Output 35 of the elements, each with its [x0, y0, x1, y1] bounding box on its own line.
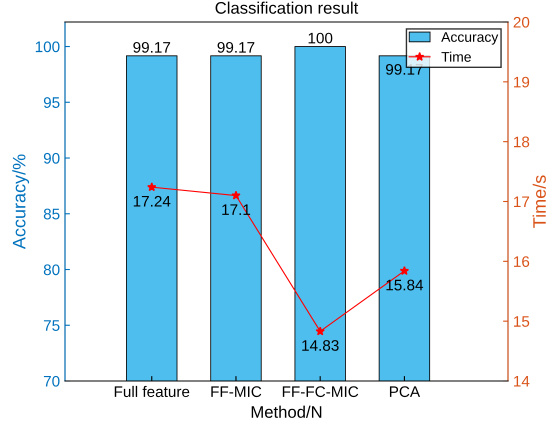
y2-tick-label: 14 — [514, 376, 530, 387]
y-tick-label: 75 — [44, 320, 60, 331]
y-axis-title: Accuracy/% — [12, 154, 30, 250]
x-axis-title: Method/N — [252, 406, 322, 418]
y-tick-label: 90 — [44, 152, 60, 164]
x-tick-label: FF-FC-MIC — [282, 386, 358, 398]
y-tick-label: 100 — [36, 41, 60, 52]
y-tick-label: 70 — [44, 376, 60, 387]
point — [316, 326, 325, 336]
y2-tick-label: 19 — [514, 76, 530, 88]
chart-title: Classification result — [216, 2, 358, 14]
y2-axis-title: Time/s — [532, 175, 546, 228]
data-label: 99.17 — [386, 64, 423, 75]
point — [400, 266, 410, 275]
y2-tick-label: 15 — [514, 316, 530, 327]
data-label: 99.17 — [133, 42, 170, 53]
y2-tick-label: 18 — [514, 136, 530, 148]
y-tick-label: 80 — [44, 264, 60, 276]
x-tick-label: PCA — [390, 386, 420, 398]
legend-label: Accuracy — [441, 32, 498, 45]
point — [147, 182, 156, 192]
data-label: 14.83 — [302, 340, 339, 351]
data-label: 100 — [308, 32, 332, 44]
point — [231, 190, 241, 200]
x-tick-label: Full feature — [114, 386, 190, 398]
y2-tick-label: 20 — [514, 16, 530, 28]
x-tick-label: FF-MIC — [211, 386, 262, 398]
y2-tick-label: 17 — [514, 196, 530, 208]
data-label: 17.24 — [134, 196, 170, 207]
legend-label: Time — [441, 52, 471, 62]
data-label: 99.17 — [218, 42, 254, 53]
data-label: 15.84 — [386, 280, 424, 290]
y-tick-label: 95 — [44, 97, 60, 108]
y-tick-label: 85 — [44, 208, 60, 220]
y2-tick-label: 16 — [514, 256, 530, 268]
